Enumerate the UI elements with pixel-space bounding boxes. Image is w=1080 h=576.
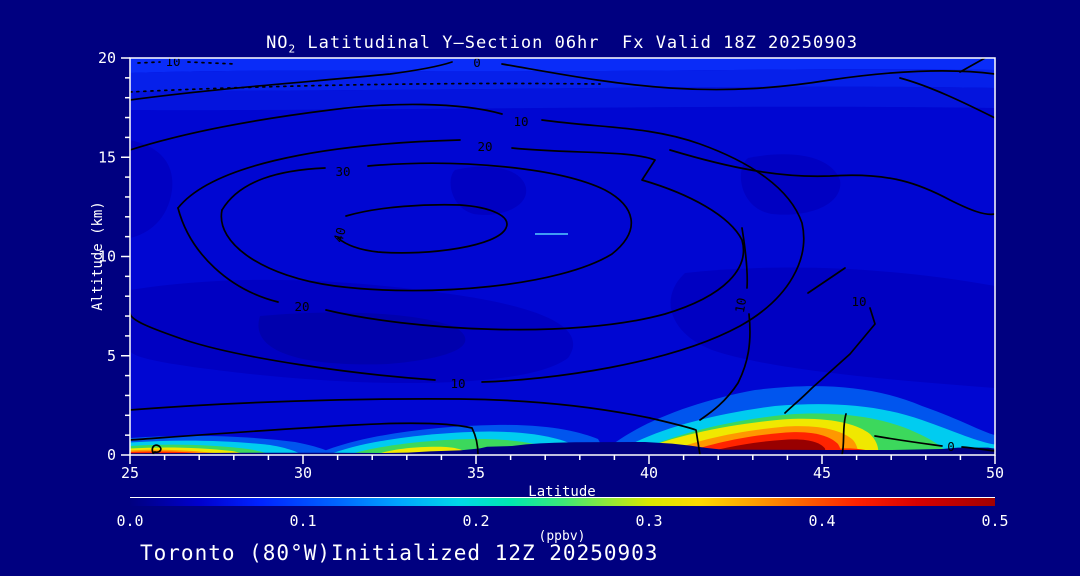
contour-label-20: 20 xyxy=(477,139,492,154)
terrain-silhouette xyxy=(130,442,995,455)
contour-20-loop xyxy=(177,207,279,303)
colorbar-tick-label: 0.0 xyxy=(116,512,144,530)
title-subscript: 2 xyxy=(288,42,297,56)
colorbar-tick-label: 0.2 xyxy=(462,512,490,530)
fill-top-band-1 xyxy=(130,58,995,73)
colorbar-unit: (ppbv) xyxy=(538,529,586,544)
fill-dark-patch xyxy=(670,267,995,388)
contour-10-loop xyxy=(130,312,436,381)
contour-20-loop xyxy=(325,147,745,331)
axis-tick-label: 25 xyxy=(121,464,139,482)
contour-label-0: 0 xyxy=(947,439,955,454)
contour-right-upper xyxy=(669,149,995,216)
colorbar xyxy=(130,497,995,507)
fill-dark-patch xyxy=(130,140,173,238)
contour-right-10a xyxy=(741,227,749,289)
contour-label-10: 10 xyxy=(513,114,528,129)
contour-blob-vertical xyxy=(841,413,847,455)
axis-tick-label: 50 xyxy=(986,464,1004,482)
axis-tick-label: 5 xyxy=(107,347,116,365)
contour-label-10: 10 xyxy=(851,294,866,309)
contour-label-10: 10 xyxy=(732,296,749,313)
axis-tick-label: 10 xyxy=(98,248,116,266)
axis-tick-label: 45 xyxy=(813,464,831,482)
colorbar-gradient xyxy=(130,498,995,506)
contour-0-top xyxy=(501,63,995,91)
colorbar-tick-label: 0.4 xyxy=(808,512,836,530)
axis-tick-label: 30 xyxy=(294,464,312,482)
contour-30-loop xyxy=(221,167,326,211)
contour-0-top xyxy=(130,61,453,101)
contour-label-30: 30 xyxy=(335,164,350,179)
plot-area: Altitude (km) xyxy=(90,49,1004,500)
contour-bottom-right xyxy=(961,446,995,452)
colorbar-tick-label: 0.3 xyxy=(635,512,663,530)
contour-10-loop xyxy=(130,103,503,151)
chart-title: NO2 Latitudinal Y—Section 06hr Fx Valid … xyxy=(266,33,858,55)
colorbar-tick-labels: 0.0 0.1 0.2 0.3 0.4 0.5 xyxy=(0,512,1080,530)
x-axis-label: Latitude xyxy=(528,484,595,500)
y-axis-label: Altitude (km) xyxy=(90,201,106,311)
colorbar-tick-label: 0.5 xyxy=(981,512,1009,530)
contour-lines xyxy=(130,58,995,455)
contour-right-descent xyxy=(899,77,995,119)
axis-tick-label: 15 xyxy=(98,148,116,166)
contour-right-10b xyxy=(784,307,876,414)
contour-squiggle xyxy=(151,444,162,455)
contour-right-10a xyxy=(699,313,751,421)
contour-bottom-a xyxy=(130,397,701,455)
contour-40-loop xyxy=(337,203,508,254)
contour-field: 0 10 10 20 30 40 20 10 10 10 0 xyxy=(130,54,995,455)
axis-ticks: 25 30 35 40 45 50 0 5 10 15 20 xyxy=(98,49,1004,482)
run-info-text: Toronto (80°W)Initialized 12Z 20250903 xyxy=(140,541,659,565)
contour-corner xyxy=(959,58,986,73)
contour-label-40: 40 xyxy=(330,226,348,244)
fill-top-band-3 xyxy=(130,86,995,111)
fill-dark-patch xyxy=(450,166,527,215)
fill-dark-patch xyxy=(258,312,466,365)
title-rest: Latitudinal Y—Section 06hr Fx Valid 18Z … xyxy=(296,33,858,53)
axis-tick-label: 40 xyxy=(640,464,658,482)
fill-dark-patch xyxy=(740,154,841,215)
contour-bottom-right xyxy=(874,435,943,447)
contour-20-loop xyxy=(177,139,461,209)
contour-label-0: 0 xyxy=(473,55,481,70)
contour-label-20: 20 xyxy=(294,299,309,314)
axis-tick-label: 0 xyxy=(107,446,116,464)
contour-label-10: 10 xyxy=(450,376,465,391)
contour-dotted-upper xyxy=(130,82,601,93)
contour-dotted-topleft xyxy=(137,61,236,65)
axis-tick-label: 20 xyxy=(98,49,116,67)
colorbar-tick-label: 0.1 xyxy=(289,512,317,530)
title-prefix: NO xyxy=(266,33,289,53)
axis-tick-label: 35 xyxy=(467,464,485,482)
contour-bottom-b xyxy=(130,422,479,455)
contour-label-10: 10 xyxy=(165,54,180,69)
contour-10-loop xyxy=(481,119,805,383)
contour-30-loop xyxy=(220,162,632,292)
contour-right-10b xyxy=(807,267,846,294)
